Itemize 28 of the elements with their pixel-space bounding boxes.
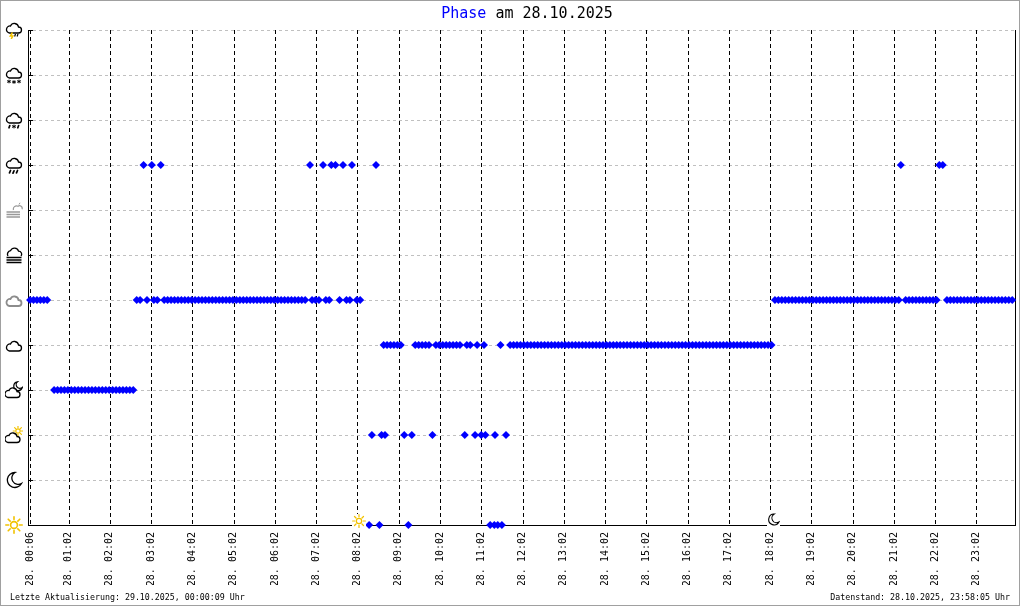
- x-tick-label: 28. 07:02: [309, 532, 321, 587]
- x-tick-label: 28. 01:02: [62, 532, 74, 587]
- x-tick-label: 28. 02:02: [103, 532, 115, 587]
- x-tick-label: 28. 23:02: [970, 532, 982, 587]
- x-tick-label: 28. 20:02: [846, 532, 858, 587]
- chart-title: am 28.10.2025: [495, 4, 613, 22]
- x-tick-label: 28. 09:02: [392, 532, 404, 587]
- x-tick-label: 28. 14:02: [598, 532, 610, 587]
- text: Letzte Aktualisierung: 29.10.2025, 00:00:09 Uhr: [10, 592, 245, 602]
- x-tick-label: 28. 21:02: [887, 532, 899, 587]
- x-tick-label: 28. 18:02: [763, 532, 775, 587]
- x-tick-label: 28. 08:02: [351, 532, 363, 587]
- x-tick-label: 28. 05:02: [227, 532, 239, 587]
- x-tick-label: 28. 15:02: [639, 532, 651, 587]
- x-tick-label: 28. 19:02: [805, 532, 816, 587]
- text: Phase: [441, 4, 487, 22]
- x-tick-label: 28. 06:02: [268, 532, 280, 587]
- x-tick-label: 28. 16:02: [681, 532, 693, 587]
- x-tick-label: 28. 17:02: [722, 532, 734, 587]
- x-tick-label: 28. 04:02: [185, 532, 197, 587]
- x-tick-label: 28. 11:02: [474, 532, 486, 587]
- x-tick-label: 28. 13:02: [557, 532, 569, 587]
- x-tick-label: 28. 00:06: [23, 532, 35, 587]
- x-tick-label: 28. 12:02: [516, 532, 528, 587]
- text: Datenstand: 28.10.2025, 23:58:05 Uhr: [830, 592, 1010, 602]
- x-tick-label: 28. 10:02: [433, 532, 445, 587]
- x-tick-label: 28. 22:02: [928, 532, 940, 587]
- x-tick-label: 28. 03:02: [144, 532, 156, 587]
